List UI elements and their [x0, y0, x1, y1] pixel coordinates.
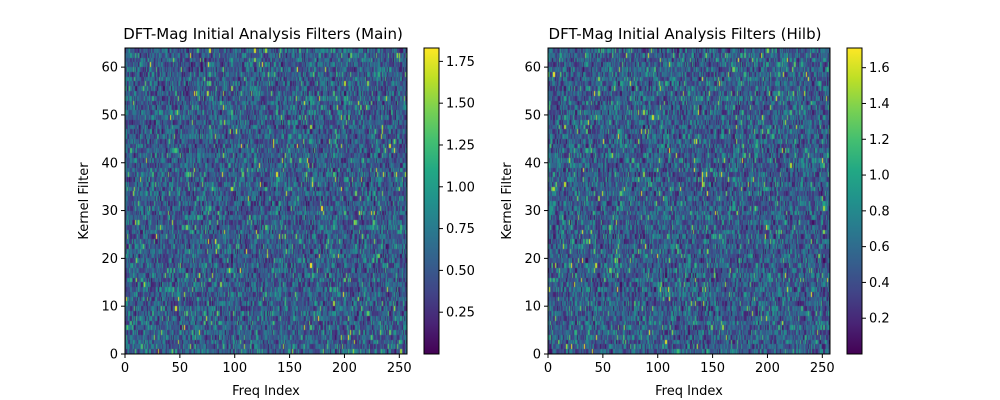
- y-tick-label: 30: [101, 204, 118, 219]
- x-axis-label: Freq Index: [232, 384, 300, 399]
- chart-title: DFT-Mag Initial Analysis Filters (Main): [123, 25, 403, 43]
- x-tick-label: 150: [277, 361, 302, 376]
- colorbar-tick-label: 1.6: [869, 61, 890, 76]
- x-tick-label: 50: [172, 361, 189, 376]
- colorbar-tick-label: 1.50: [446, 97, 475, 112]
- colorbar-tick-label: 0.2: [869, 312, 890, 327]
- y-tick-label: 50: [101, 108, 118, 123]
- colorbar-tick-label: 0.25: [446, 306, 475, 321]
- y-tick-label: 20: [101, 252, 118, 267]
- colorbar: [423, 47, 440, 355]
- heatmap-image: [125, 48, 407, 354]
- y-tick-label: 30: [524, 204, 541, 219]
- y-tick-label: 0: [110, 348, 118, 363]
- y-tick-label: 0: [533, 348, 541, 363]
- plot-frame: [547, 47, 831, 355]
- x-axis: 0 50 100 150 200 250: [544, 354, 835, 376]
- colorbar-tick-label: 0.4: [869, 276, 890, 291]
- heatmap-image: [548, 48, 830, 354]
- y-axis-label: Kernel Filter: [77, 162, 92, 240]
- y-tick-label: 60: [101, 61, 118, 76]
- x-tick-label: 0: [544, 361, 552, 376]
- panel-main: DFT-Mag Initial Analysis Filters (Main) …: [77, 25, 475, 399]
- y-axis: 0 10 20 30 40 50 60: [101, 61, 125, 363]
- x-axis: 0 50 100 150 200 250: [121, 354, 412, 376]
- x-tick-label: 250: [387, 361, 412, 376]
- y-tick-label: 40: [101, 156, 118, 171]
- x-tick-label: 200: [755, 361, 780, 376]
- colorbar-axis: 0.25 0.50 0.75 1.00 1.25 1.50 1.75: [439, 55, 475, 321]
- colorbar-tick-label: 0.6: [869, 240, 890, 255]
- x-tick-label: 50: [595, 361, 612, 376]
- y-tick-label: 40: [524, 156, 541, 171]
- colorbar-tick-label: 1.4: [869, 97, 890, 112]
- plot-frame: [124, 47, 408, 355]
- x-tick-label: 100: [222, 361, 247, 376]
- colorbar-tick-label: 1.0: [869, 169, 890, 184]
- colorbar-tick-label: 0.8: [869, 204, 890, 219]
- colorbar-tick-label: 1.2: [869, 133, 890, 148]
- x-tick-label: 200: [332, 361, 357, 376]
- colorbar-tick-label: 0.50: [446, 264, 475, 279]
- y-tick-label: 50: [524, 108, 541, 123]
- colorbar-tick-label: 1.25: [446, 138, 475, 153]
- x-tick-label: 100: [645, 361, 670, 376]
- y-tick-label: 10: [101, 300, 118, 315]
- y-tick-label: 10: [524, 300, 541, 315]
- y-axis-label: Kernel Filter: [500, 162, 515, 240]
- colorbar: [846, 47, 863, 355]
- colorbar-tick-label: 0.75: [446, 222, 475, 237]
- x-tick-label: 0: [121, 361, 129, 376]
- chart-title: DFT-Mag Initial Analysis Filters (Hilb): [549, 25, 822, 43]
- colorbar-axis: 0.2 0.4 0.6 0.8 1.0 1.2 1.4 1.6: [862, 61, 890, 327]
- panel-hilb: DFT-Mag Initial Analysis Filters (Hilb) …: [500, 25, 890, 399]
- y-axis: 0 10 20 30 40 50 60: [524, 61, 548, 363]
- x-tick-label: 150: [700, 361, 725, 376]
- colorbar-tick-label: 1.00: [446, 180, 475, 195]
- y-tick-label: 60: [524, 61, 541, 76]
- x-tick-label: 250: [810, 361, 835, 376]
- colorbar-tick-label: 1.75: [446, 55, 475, 70]
- y-tick-label: 20: [524, 252, 541, 267]
- x-axis-label: Freq Index: [655, 384, 723, 399]
